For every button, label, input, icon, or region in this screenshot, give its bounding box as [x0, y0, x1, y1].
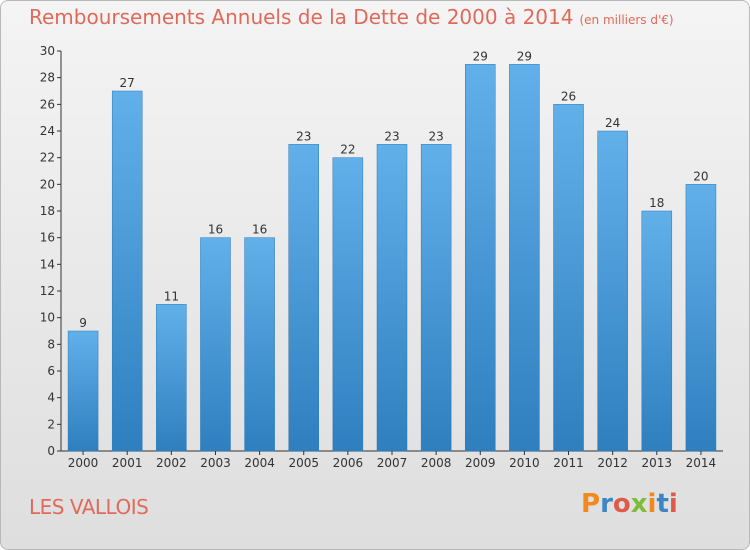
bar	[553, 104, 584, 452]
bar-value-label: 23	[296, 129, 311, 143]
y-tick-label: 18	[40, 204, 55, 218]
y-tick-label: 12	[40, 284, 55, 298]
bar-value-label: 23	[384, 129, 399, 143]
x-tick-label: 2003	[200, 456, 231, 470]
bar-value-label: 29	[473, 49, 488, 63]
bar	[244, 237, 275, 452]
y-tick-label: 30	[40, 44, 55, 58]
bar-value-label: 9	[79, 316, 87, 330]
bar	[111, 90, 143, 452]
y-tick-label: 0	[47, 444, 55, 458]
bar-value-label: 16	[252, 223, 267, 237]
y-tick-label: 8	[47, 337, 55, 351]
x-tick-label: 2001	[112, 456, 143, 470]
y-tick-label: 16	[40, 231, 55, 245]
bar-value-label: 29	[517, 49, 532, 63]
x-tick-label: 2005	[288, 456, 319, 470]
y-tick-label: 4	[47, 391, 55, 405]
x-tick-label: 2004	[244, 456, 275, 470]
bar-value-label: 24	[605, 116, 620, 130]
bar-value-label: 20	[693, 169, 708, 183]
logo-letter: r	[600, 489, 613, 519]
x-tick-label: 2009	[465, 456, 496, 470]
x-tick-label: 2014	[686, 456, 717, 470]
y-tick-label: 28	[40, 71, 55, 85]
y-tick-label: 24	[40, 124, 55, 138]
bar	[156, 304, 187, 452]
chart-title-text: Remboursements Annuels de la Dette de 20…	[29, 5, 574, 29]
bar	[597, 130, 628, 452]
y-tick-label: 10	[40, 311, 55, 325]
logo-letter: i	[647, 489, 657, 519]
bar	[465, 64, 496, 452]
y-tick-label: 22	[40, 151, 55, 165]
x-tick-label: 2008	[421, 456, 452, 470]
bar-value-label: 22	[340, 143, 355, 157]
bar	[67, 330, 99, 452]
bar-value-label: 18	[649, 196, 664, 210]
commune-name: LES VALLOIS	[29, 495, 149, 519]
x-tick-label: 2010	[509, 456, 540, 470]
logo-letter: o	[612, 489, 631, 519]
bar	[641, 210, 673, 452]
logo-letter: t	[656, 489, 669, 519]
y-tick-label: 26	[40, 97, 55, 111]
chart-title: Remboursements Annuels de la Dette de 20…	[29, 5, 674, 29]
bar	[685, 184, 717, 452]
bar-value-label: 11	[164, 289, 179, 303]
x-tick-label: 2011	[553, 456, 584, 470]
bar-value-label: 26	[561, 89, 576, 103]
logo-letter: i	[668, 489, 678, 519]
bar-value-label: 16	[208, 223, 223, 237]
bar	[376, 144, 408, 452]
x-tick-label: 2012	[597, 456, 628, 470]
chart-unit: (en milliers d'€)	[579, 13, 674, 27]
y-tick-label: 2	[47, 417, 55, 431]
logo-letter: x	[630, 489, 648, 519]
x-tick-label: 2000	[68, 456, 99, 470]
logo-letter: P	[581, 489, 601, 519]
x-tick-label: 2002	[156, 456, 187, 470]
y-tick-label: 20	[40, 177, 55, 191]
bar-value-label: 23	[428, 129, 443, 143]
bar	[200, 237, 231, 452]
x-tick-label: 2013	[642, 456, 673, 470]
proxiti-logo: Proxiti	[581, 489, 678, 519]
bar	[288, 144, 319, 452]
bar	[332, 157, 364, 452]
y-tick-label: 6	[47, 364, 55, 378]
bar	[509, 64, 540, 452]
bar	[420, 144, 452, 452]
bar-value-label: 27	[120, 76, 135, 90]
y-tick-label: 14	[40, 257, 55, 271]
x-tick-label: 2006	[333, 456, 364, 470]
x-tick-label: 2007	[377, 456, 408, 470]
